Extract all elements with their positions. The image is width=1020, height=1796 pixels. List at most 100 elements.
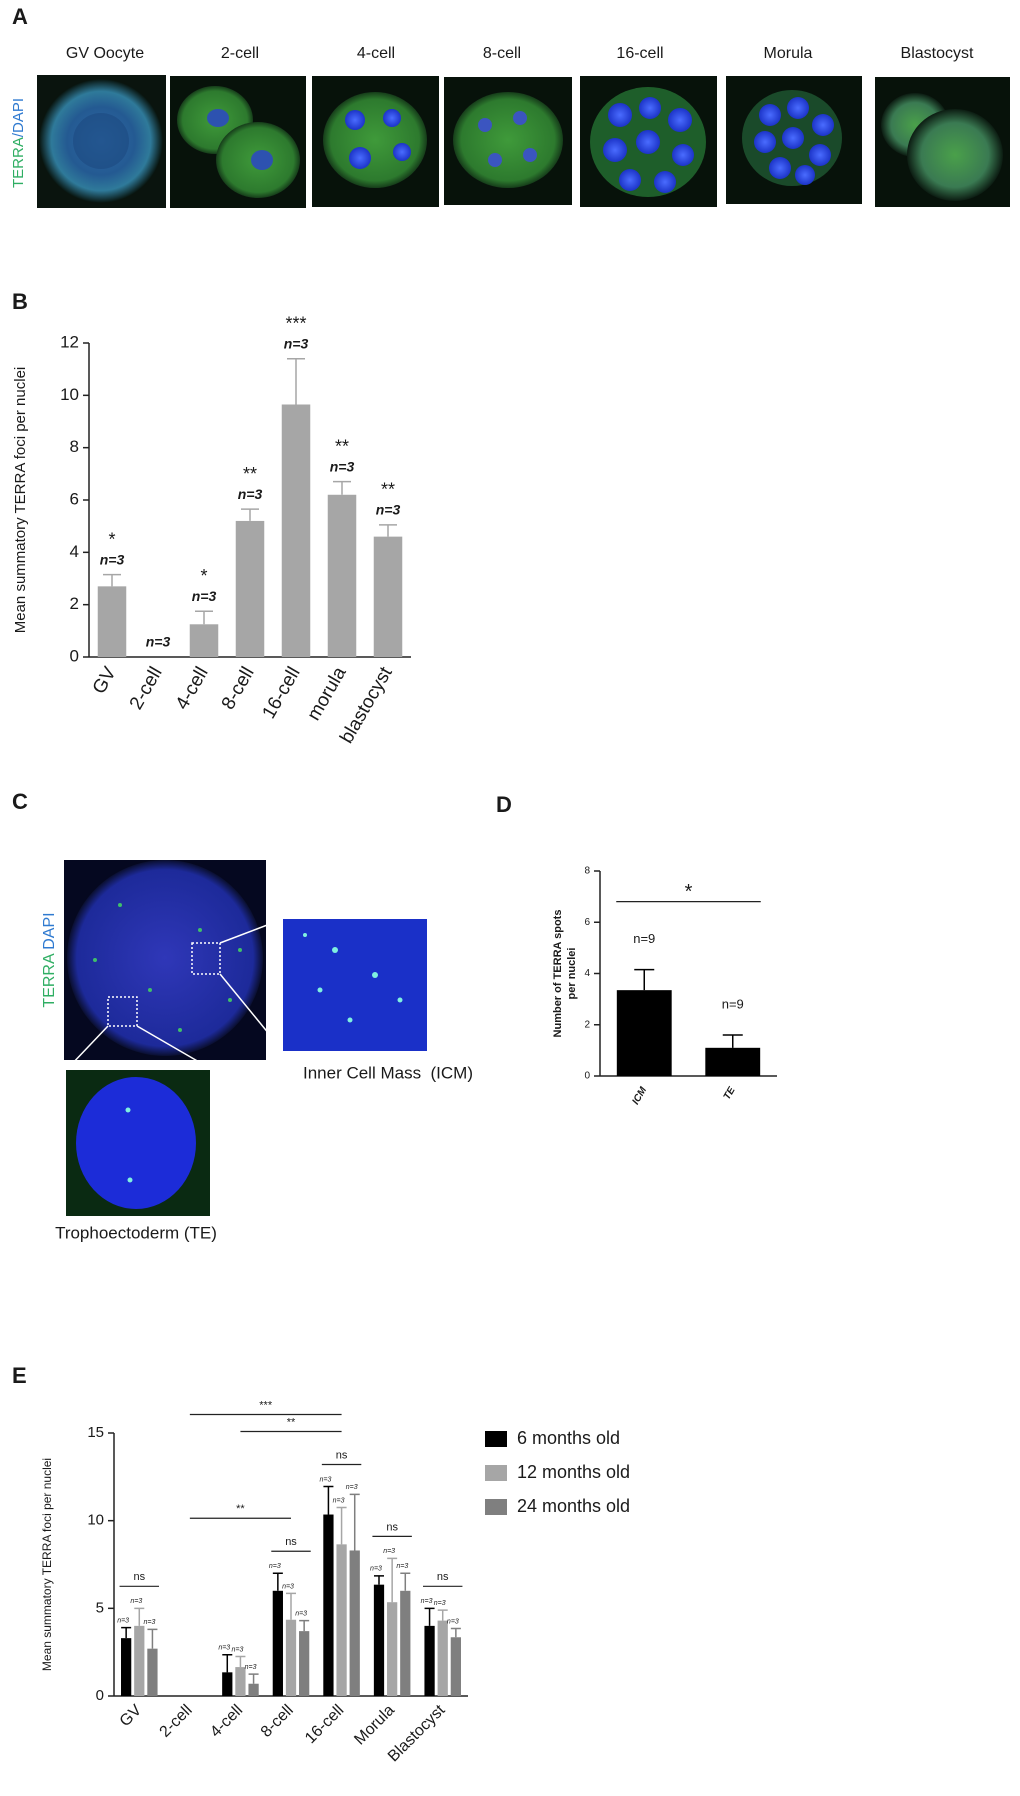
panel-label: E (12, 1363, 27, 1388)
micrograph (444, 77, 572, 205)
error-bar (323, 1485, 334, 1515)
legend-label: 12 months old (517, 1462, 630, 1482)
n-label: n=9 (633, 931, 655, 946)
comparison-label: ** (287, 1416, 296, 1428)
micrograph-panel (64, 860, 427, 1216)
error-bar (336, 1506, 347, 1545)
n-label: n=3 (447, 1618, 459, 1625)
image-caption: Trophoectoderm (TE) (55, 1223, 217, 1242)
y-tick-label: 12 (60, 332, 79, 351)
n-label: n=3 (396, 1563, 408, 1570)
column-label: GV Oocyte (66, 45, 144, 62)
bar (373, 536, 403, 657)
bar (400, 1590, 411, 1696)
n-label: n=3 (421, 1598, 433, 1605)
error-bar (286, 1592, 296, 1620)
y-tick-label: 4 (584, 968, 590, 979)
panel-label: A (12, 4, 28, 29)
bar (134, 1625, 145, 1696)
error-bar (272, 1572, 283, 1591)
micrograph (37, 75, 166, 208)
micrograph (726, 76, 862, 204)
y-tick-label: 2 (70, 594, 79, 613)
micrograph (312, 76, 439, 207)
significance-label: ** (243, 464, 257, 484)
comparison-label: ns (336, 1449, 348, 1461)
comparison-label: ns (386, 1521, 398, 1533)
bar (705, 1047, 761, 1076)
bar (299, 1631, 310, 1696)
x-tick-label: 4-cell (207, 1702, 246, 1741)
n-label: n=3 (376, 502, 401, 518)
column-label: 4-cell (357, 45, 395, 62)
bar (323, 1514, 334, 1696)
error-bar (134, 1607, 145, 1626)
x-tick-label: 2-cell (157, 1702, 196, 1741)
significance-label: * (108, 529, 115, 549)
stain-dapi: DAPI (41, 912, 58, 949)
x-tick-label: Morula (351, 1702, 398, 1749)
error-bar (222, 1654, 233, 1673)
column-label: Blastocyst (901, 45, 974, 62)
n-label: n=3 (434, 1600, 446, 1607)
bar (327, 494, 357, 657)
x-tick-label: 16-cell (302, 1702, 347, 1747)
n-label: n=3 (346, 1484, 358, 1491)
stain-label: TERRA/DAPI (10, 98, 27, 188)
comparison-label: ns (133, 1571, 145, 1583)
panel-label: B (12, 289, 28, 314)
x-tick-label: 16-cell (258, 664, 304, 723)
bar (336, 1544, 347, 1696)
significance-label: ** (381, 480, 395, 500)
error-bar (195, 610, 213, 625)
x-tick-label: morula (303, 663, 350, 724)
error-bar (299, 1619, 310, 1632)
x-tick-label: 8-cell (258, 1702, 297, 1741)
error-bar (349, 1493, 360, 1551)
y-tick-label: 0 (70, 646, 79, 665)
error-bar (437, 1609, 448, 1621)
error-bar (121, 1626, 132, 1639)
error-bar (379, 524, 397, 537)
legend-label: 6 months old (517, 1428, 620, 1448)
error-bar (400, 1572, 411, 1591)
micrograph (580, 76, 717, 207)
y-tick-label: 10 (87, 1512, 104, 1529)
comparison-label: * (685, 881, 693, 903)
y-tick-label: 6 (70, 489, 79, 508)
error-bar (241, 508, 259, 521)
x-tick-label: TE (722, 1085, 738, 1102)
panel-label: C (12, 789, 28, 814)
micrograph-row (37, 75, 1010, 208)
column-label: 16-cell (616, 45, 663, 62)
bar (281, 404, 311, 657)
y-axis-label: Mean summatory TERRA foci per nuclei (40, 1458, 54, 1671)
stain-terra: TERRA (41, 953, 58, 1008)
n-label: n=3 (143, 1619, 155, 1626)
x-tick-label: 4-cell (172, 664, 213, 714)
n-label: n=3 (231, 1646, 243, 1653)
bar (189, 624, 219, 657)
error-bar (634, 968, 655, 991)
n-label: n=3 (333, 1497, 345, 1504)
y-tick-label: 8 (70, 437, 79, 456)
y-tick-label: 0 (584, 1071, 590, 1082)
n-label: n=3 (282, 1583, 294, 1590)
n-label: n=3 (146, 634, 171, 650)
micrograph (875, 77, 1010, 207)
y-axis-label: Mean summatory TERRA foci per nuclei (12, 367, 29, 634)
bar (248, 1683, 259, 1696)
n-label: n=3 (192, 588, 217, 604)
bar (450, 1637, 461, 1696)
error-bar (235, 1655, 246, 1668)
comparison-label: ns (437, 1571, 449, 1583)
bar (373, 1584, 385, 1696)
y-tick-label: 6 (584, 917, 590, 928)
image-caption: Inner Cell Mass (ICM) (303, 1063, 473, 1082)
n-label: n=3 (269, 1563, 281, 1570)
bar (147, 1648, 158, 1696)
error-bar (147, 1628, 158, 1649)
x-tick-label: GV (89, 663, 121, 698)
